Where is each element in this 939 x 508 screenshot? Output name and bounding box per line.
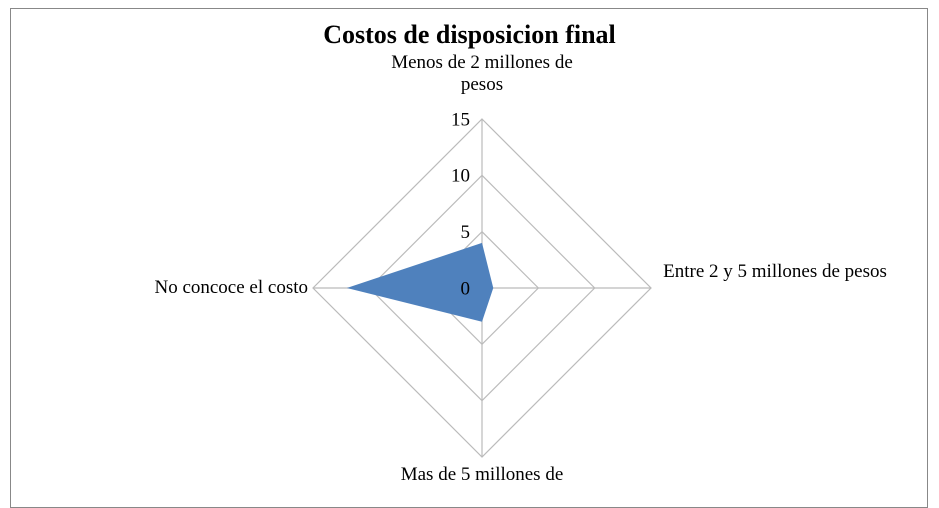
axis-label: No concoce el costo xyxy=(154,277,308,298)
radar-area xyxy=(346,242,494,322)
r-tick-label: 5 xyxy=(461,222,471,243)
r-tick-label: 10 xyxy=(451,166,470,187)
r-tick-label: 0 xyxy=(461,278,471,299)
chart-title: Costos de disposicion final xyxy=(323,20,616,49)
r-tick-label: 15 xyxy=(451,109,470,130)
axis-label: Mas de 5 millones de xyxy=(400,464,564,485)
axis-label: Entre 2 y 5 millones de pesos xyxy=(663,261,887,282)
axis-label: Menos de 2 millones de pesos xyxy=(391,52,573,95)
